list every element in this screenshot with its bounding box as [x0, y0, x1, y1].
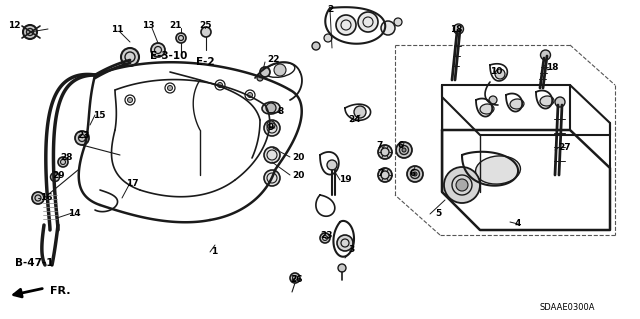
Text: 15: 15 — [93, 110, 106, 120]
Circle shape — [444, 167, 480, 203]
Circle shape — [58, 157, 68, 167]
Circle shape — [168, 85, 173, 91]
Circle shape — [338, 264, 346, 272]
Circle shape — [75, 131, 89, 145]
Circle shape — [274, 64, 286, 76]
Text: 14: 14 — [68, 209, 81, 218]
Circle shape — [495, 69, 505, 79]
Circle shape — [407, 166, 423, 182]
Circle shape — [23, 25, 37, 39]
Text: 8: 8 — [277, 108, 284, 116]
Text: 20: 20 — [292, 170, 305, 180]
Circle shape — [378, 168, 392, 182]
Circle shape — [336, 15, 356, 35]
Text: 24: 24 — [348, 115, 360, 124]
Circle shape — [381, 21, 395, 35]
Circle shape — [378, 145, 392, 159]
Text: E-2: E-2 — [196, 57, 214, 67]
Circle shape — [176, 33, 186, 43]
Text: 21: 21 — [169, 21, 181, 31]
Text: 6: 6 — [409, 168, 415, 177]
Circle shape — [121, 48, 139, 66]
Circle shape — [456, 179, 468, 191]
Circle shape — [541, 50, 550, 60]
Ellipse shape — [540, 96, 554, 106]
Circle shape — [290, 273, 300, 283]
Circle shape — [264, 170, 280, 186]
Ellipse shape — [262, 102, 280, 114]
Circle shape — [218, 83, 223, 87]
Circle shape — [51, 173, 60, 182]
Text: 26: 26 — [290, 276, 303, 285]
Circle shape — [266, 103, 276, 113]
Circle shape — [454, 24, 463, 34]
Text: 1: 1 — [211, 248, 217, 256]
Text: FR.: FR. — [50, 286, 70, 296]
Circle shape — [260, 67, 270, 77]
Circle shape — [151, 43, 165, 57]
Text: 22: 22 — [267, 56, 280, 64]
Circle shape — [396, 142, 412, 158]
Text: 10: 10 — [490, 68, 502, 77]
Text: B-47-1: B-47-1 — [15, 258, 54, 268]
Text: 13: 13 — [141, 21, 154, 31]
Text: 23: 23 — [77, 130, 90, 139]
Circle shape — [394, 18, 402, 26]
Text: 19: 19 — [339, 175, 351, 184]
Text: 5: 5 — [435, 210, 441, 219]
Text: 6: 6 — [398, 142, 404, 151]
Ellipse shape — [510, 99, 524, 109]
Text: 20: 20 — [292, 152, 305, 161]
Circle shape — [354, 106, 366, 118]
Circle shape — [312, 42, 320, 50]
Text: 7: 7 — [377, 142, 383, 151]
Circle shape — [257, 75, 263, 81]
Text: 29: 29 — [52, 170, 65, 180]
Circle shape — [337, 235, 353, 251]
Circle shape — [264, 120, 280, 136]
Text: 7: 7 — [378, 168, 384, 177]
Text: 17: 17 — [126, 179, 139, 188]
Text: 12: 12 — [8, 21, 20, 31]
Ellipse shape — [480, 104, 494, 114]
Text: 11: 11 — [111, 26, 124, 34]
Circle shape — [489, 96, 497, 104]
Circle shape — [413, 172, 417, 176]
Circle shape — [402, 148, 406, 152]
Circle shape — [264, 147, 280, 163]
Text: E-3-10: E-3-10 — [150, 51, 188, 61]
Text: 16: 16 — [40, 194, 52, 203]
Circle shape — [32, 192, 44, 204]
Text: 27: 27 — [558, 144, 571, 152]
Circle shape — [555, 97, 565, 107]
Text: 3: 3 — [348, 246, 355, 255]
Text: 18: 18 — [546, 63, 559, 72]
Text: SDAAE0300A: SDAAE0300A — [540, 303, 595, 313]
Circle shape — [127, 98, 132, 102]
Ellipse shape — [476, 156, 520, 184]
Text: 28: 28 — [60, 153, 72, 162]
Text: 2: 2 — [327, 5, 333, 14]
Text: 23: 23 — [320, 232, 333, 241]
Circle shape — [324, 34, 332, 42]
Circle shape — [320, 233, 330, 243]
Circle shape — [201, 27, 211, 37]
Text: 18: 18 — [450, 26, 462, 34]
Circle shape — [327, 160, 337, 170]
Circle shape — [248, 93, 253, 98]
Text: 25: 25 — [199, 21, 211, 31]
Text: 9: 9 — [268, 123, 275, 132]
Text: 4: 4 — [515, 219, 521, 228]
Circle shape — [358, 12, 378, 32]
